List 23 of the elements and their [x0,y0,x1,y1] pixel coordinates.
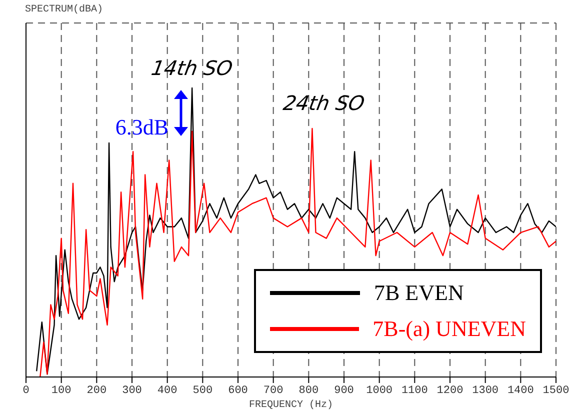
x-tick-label: 900 [334,384,354,397]
x-tick-label: 1000 [366,384,393,397]
x-tick-label: 300 [122,384,142,397]
x-tick-label: 1300 [472,384,499,397]
x-tick-label: 700 [263,384,284,397]
x-tick-label: 1100 [401,384,428,397]
x-tick-label: 1200 [436,384,464,397]
x-tick-label: 100 [51,384,72,397]
x-tick-label: 600 [228,384,248,397]
x-tick-label: 1500 [542,384,570,397]
annotation: 24th SO [282,91,367,115]
x-tick-label: 0 [22,384,30,397]
x-tick-label: 800 [298,384,319,397]
text: 14th SO [150,56,235,80]
legend-label: 7B EVEN [374,280,464,306]
x-axis-title: FREQUENCY (Hz) [248,399,334,411]
text: SPECTRUM(dBA) [24,4,104,16]
x-tick-label: 400 [157,384,178,397]
annotation: 6.3dB [115,114,169,140]
x-tick-label: 500 [192,384,213,397]
legend-label: 7B-(a) UNEVEN [372,316,526,342]
x-tick-label: 200 [86,384,107,397]
x-tick-label: 1400 [507,384,534,397]
